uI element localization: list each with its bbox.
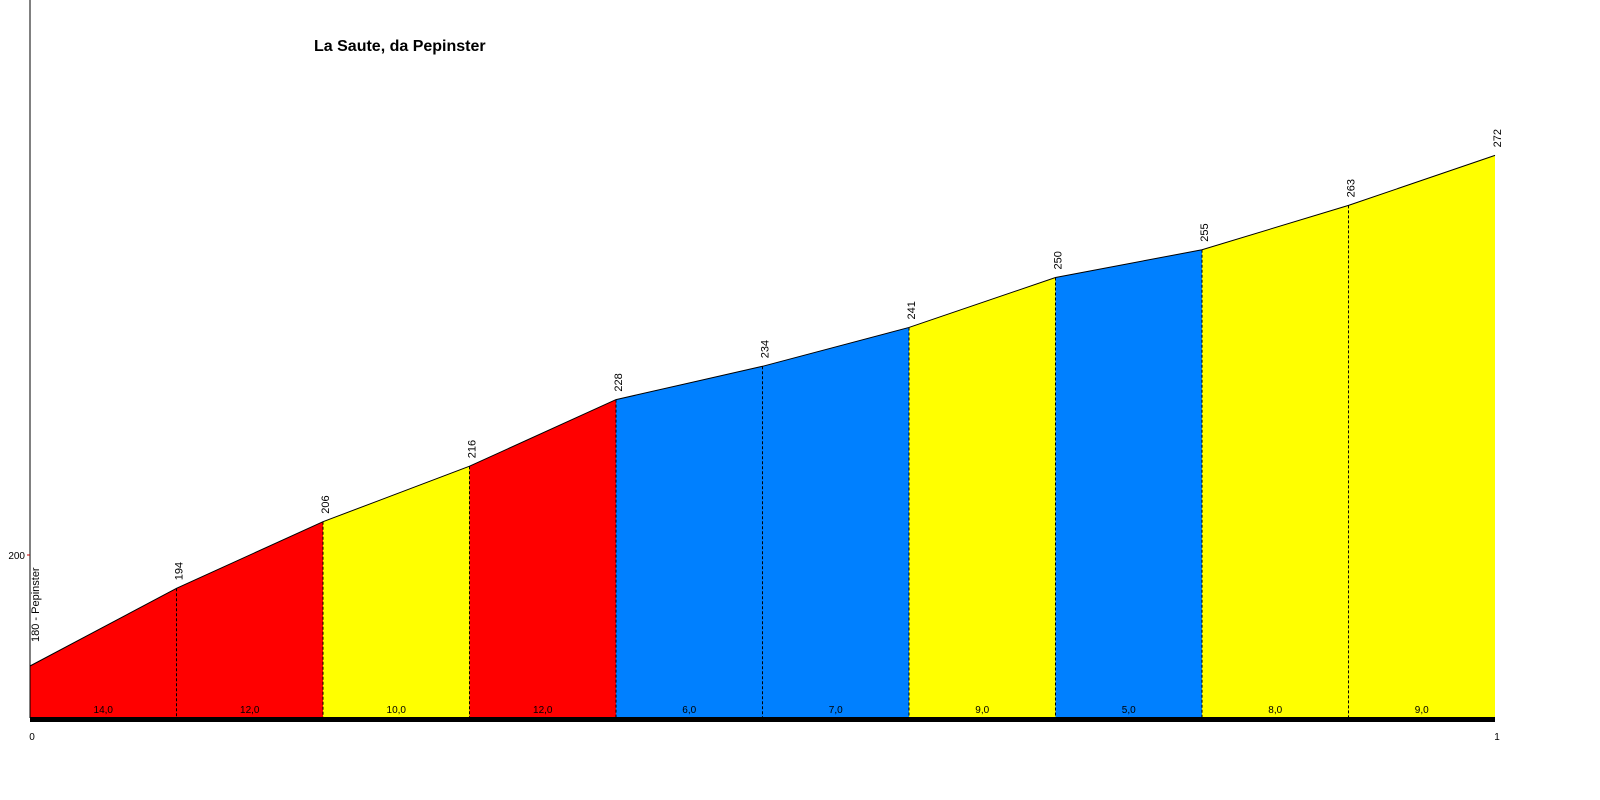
segment-fill-7: [909, 277, 1056, 718]
gradient-label: 6,0: [682, 705, 696, 716]
elevation-label: 194: [174, 562, 186, 580]
segment-fill-1: [30, 588, 177, 718]
axes: 200 0 1: [8, 0, 1500, 743]
elevation-label: 241: [906, 301, 918, 319]
elevation-label: 272: [1492, 129, 1504, 147]
gradient-label: 7,0: [829, 705, 843, 716]
gradient-labels: 14,0 12,0 10,0 12,0 6,0 7,0 9,0 5,0 8,0 9,0: [94, 705, 1430, 716]
segment-fill-4: [469, 399, 616, 718]
elevation-label: 250: [1053, 251, 1065, 269]
elevation-labels: 180 - Pepinster 194 206 216 228 234 241 250 255 2…: [30, 129, 1504, 642]
gradient-label: 10,0: [387, 705, 407, 716]
segment-dividers: [176, 205, 1349, 718]
segment-fill-5: [616, 366, 763, 718]
segment-fills: [30, 155, 1495, 719]
gradient-label: 12,0: [240, 705, 260, 716]
y-tick-label: 200: [8, 551, 25, 562]
elevation-label: 234: [760, 340, 772, 358]
segment-fill-9: [1202, 205, 1349, 719]
gradient-label: 14,0: [94, 705, 114, 716]
segment-fill-3: [323, 466, 470, 718]
gradient-label: 5,0: [1122, 705, 1136, 716]
gradient-label: 9,0: [975, 705, 989, 716]
elevation-label: 206: [320, 495, 332, 513]
gradient-label: 9,0: [1415, 705, 1429, 716]
elevation-label: 180 - Pepinster: [30, 567, 42, 642]
segment-fill-10: [1348, 155, 1495, 718]
elevation-label: 255: [1199, 223, 1211, 241]
gradient-label: 8,0: [1268, 705, 1282, 716]
elevation-label: 216: [467, 440, 479, 458]
segment-fill-2: [176, 521, 323, 718]
elevation-label: 228: [613, 373, 625, 391]
chart-title: La Saute, da Pepinster: [314, 38, 486, 55]
segment-fill-6: [762, 327, 909, 718]
x-tick-label: 1: [1494, 732, 1500, 743]
elevation-label: 263: [1346, 179, 1358, 197]
baseline-bar: [30, 717, 1495, 722]
x-tick-label: 0: [29, 732, 35, 743]
gradient-label: 12,0: [533, 705, 553, 716]
segment-fill-8: [1055, 249, 1202, 718]
